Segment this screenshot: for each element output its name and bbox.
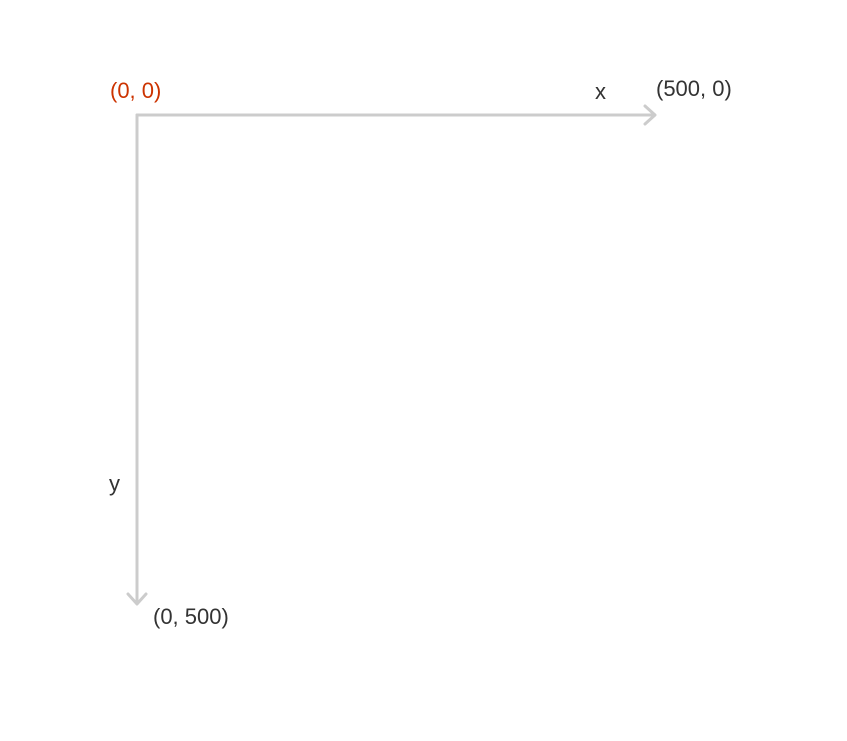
x-axis-arrowhead [643,104,657,126]
y-axis-end-label: (0, 500) [153,604,229,629]
y-axis-label: y [109,471,120,496]
x-axis-end-label: (500, 0) [656,76,732,101]
x-axis-label: x [595,79,606,104]
x-axis [135,104,657,126]
origin-label: (0, 0) [110,78,161,103]
y-axis [126,113,148,606]
y-axis-arrowhead [126,592,148,606]
